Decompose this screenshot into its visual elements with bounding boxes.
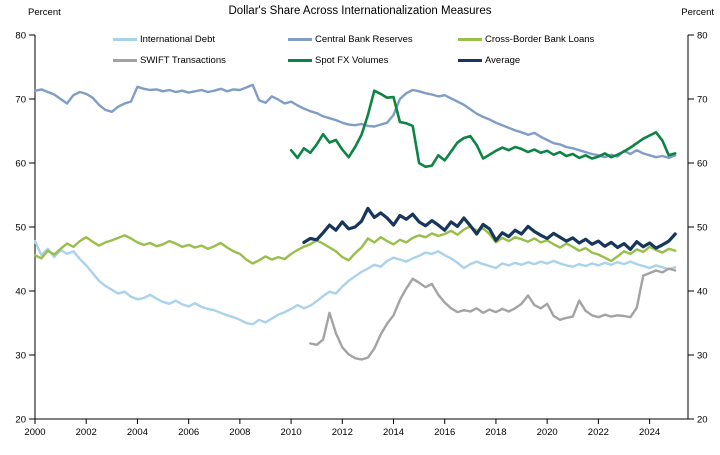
legend-swatch-cross-border-bank-loans [458, 37, 482, 42]
y-tick-label-left: 70 [15, 95, 26, 106]
x-tick-label: 2002 [76, 427, 97, 438]
legend-label: Spot FX Volumes [315, 55, 389, 66]
y-axis-unit-label-right: Percent [681, 7, 714, 18]
y-tick-label-right: 50 [697, 223, 708, 234]
legend-item-swift-transactions: SWIFT Transactions [113, 55, 288, 66]
series-line-international-debt [33, 239, 677, 326]
legend-item-average: Average [458, 55, 520, 66]
axes [34, 35, 689, 420]
x-tick-label: 2018 [485, 427, 506, 438]
y-tick-label-left: 40 [15, 287, 26, 298]
x-tick-label: 2008 [229, 427, 250, 438]
legend-label: Cross-Border Bank Loans [485, 34, 595, 45]
chart-legend: International Debt Central Bank Reserves C… [113, 29, 594, 71]
legend-row: SWIFT Transactions Spot FX Volumes Average [113, 50, 594, 71]
y-tick-label-left: 80 [15, 31, 26, 42]
series-line-cross-border-bank-loans [33, 225, 677, 265]
y-axis-unit-label-left: Percent [28, 7, 61, 18]
chart-title: Dollar's Share Across Internationalizati… [228, 5, 492, 17]
y-tick-label-left: 20 [15, 415, 26, 426]
x-tick-label: 2012 [332, 427, 353, 438]
x-tick-label: 2006 [178, 427, 199, 438]
y-tick-label-left: 50 [15, 223, 26, 234]
x-tick-label: 2016 [434, 427, 455, 438]
y-tick-label-left: 30 [15, 351, 26, 362]
legend-swatch-central-bank-reserves [288, 37, 312, 42]
legend-label: Central Bank Reserves [315, 34, 413, 45]
legend-item-international-debt: International Debt [113, 34, 288, 45]
legend-label: International Debt [140, 34, 215, 45]
legend-item-spot-fx-volumes: Spot FX Volumes [288, 55, 458, 66]
y-tick-label-right: 70 [697, 95, 708, 106]
y-tick-label-right: 20 [697, 415, 708, 426]
x-tick-label: 2004 [127, 427, 148, 438]
x-tick-label: 2020 [537, 427, 558, 438]
x-tick-label: 2000 [24, 427, 45, 438]
series-lines [33, 83, 677, 361]
x-tick-label: 2014 [383, 427, 404, 438]
legend-item-central-bank-reserves: Central Bank Reserves [288, 34, 458, 45]
y-tick-label-right: 80 [697, 31, 708, 42]
y-axis-ticks: 20 20 30 30 40 40 50 50 60 60 70 70 80 80 [15, 31, 707, 426]
series-line-swift-transactions [309, 267, 677, 361]
legend-row: International Debt Central Bank Reserves C… [113, 29, 594, 50]
x-axis-ticks: 2000 2002 2004 2006 2008 2010 2012 2014 2016 2018… [24, 419, 660, 438]
x-tick-label: 2024 [639, 427, 660, 438]
y-tick-label-right: 40 [697, 287, 708, 298]
y-tick-label-right: 60 [697, 159, 708, 170]
legend-swatch-international-debt [113, 37, 137, 42]
series-line-average [302, 206, 677, 251]
y-tick-label-left: 60 [15, 159, 26, 170]
x-tick-label: 2022 [588, 427, 609, 438]
x-tick-label: 2010 [281, 427, 302, 438]
legend-swatch-spot-fx-volumes [288, 58, 312, 63]
legend-swatch-average [458, 58, 482, 63]
legend-swatch-swift-transactions [113, 58, 137, 63]
legend-label: SWIFT Transactions [140, 55, 226, 66]
legend-label: Average [485, 55, 521, 66]
y-tick-label-right: 30 [697, 351, 708, 362]
legend-item-cross-border-bank-loans: Cross-Border Bank Loans [458, 34, 594, 45]
series-line-central-bank-reserves [33, 83, 677, 160]
series-line-spot-fx-volumes [289, 89, 677, 169]
